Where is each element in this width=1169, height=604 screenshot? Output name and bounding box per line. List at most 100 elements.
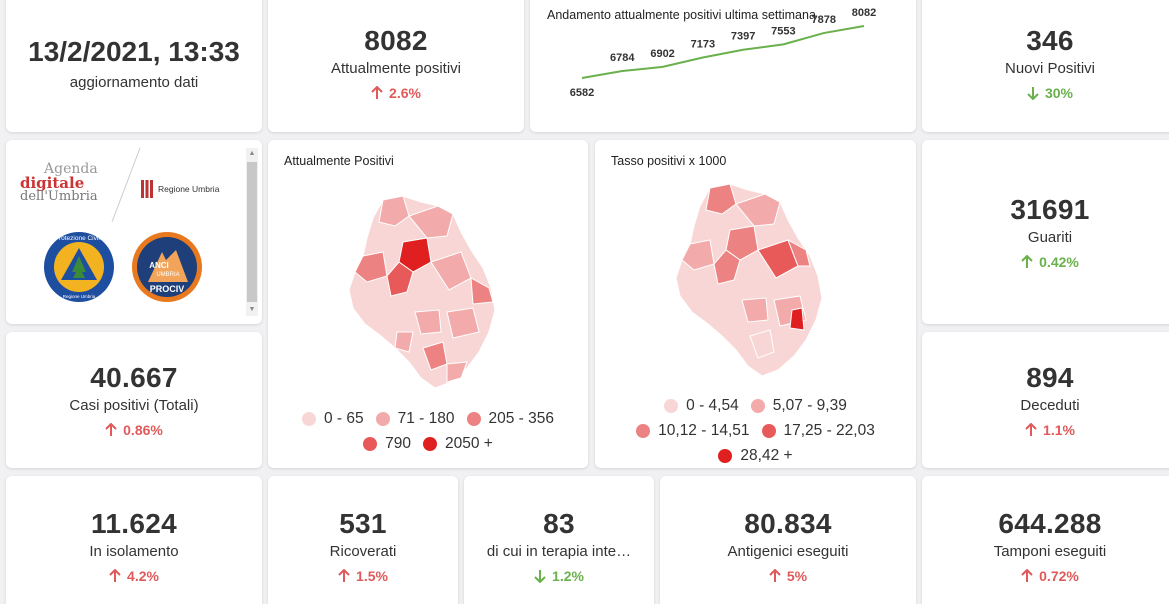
update-datetime: 13/2/2021, 13:33 [28, 35, 240, 67]
regione-umbria-text: Regione Umbria [158, 184, 220, 194]
legend-swatch [466, 412, 481, 426]
attualmente-positivi-change: 2.6% [371, 85, 421, 101]
anci-line1: ANCI [149, 261, 169, 270]
legend-swatch [301, 412, 316, 426]
protezione-text: Protezione Civile [55, 235, 104, 242]
isolamento-label: In isolamento [89, 542, 179, 560]
nuovi-positivi-label: Nuovi Positivi [1004, 59, 1096, 77]
legend-label: 5,07 - 9,39 [772, 397, 847, 414]
legend-label: 10,12 - 14,51 [658, 422, 750, 439]
legend-swatch [375, 412, 390, 426]
trend-data-label: 7397 [731, 31, 755, 43]
trend-title: Andamento attualmente positivi ultima se… [547, 8, 816, 22]
map-tasso-positivi-card[interactable]: Tasso positivi x 1000 0 - 4,54 5,07 - 9,3… [595, 140, 916, 468]
casi-totali-value: 40.667 [90, 362, 178, 394]
legend-swatch [718, 449, 733, 463]
map2-title: Tasso positivi x 1000 [611, 154, 727, 168]
tamponi-value: 644.288 [998, 508, 1102, 540]
nuovi-positivi-change: 30% [1027, 85, 1073, 101]
protezione-civile-logo: Protezione Civile Regione Umbria [44, 232, 114, 302]
ricoverati-label: Ricoverati [329, 542, 397, 560]
tamponi-change-value: 0.72% [1039, 567, 1079, 584]
arrow-up-icon [338, 568, 350, 582]
trend-data-label: 8082 [852, 7, 876, 19]
deceduti-value: 894 [1026, 362, 1074, 394]
isolamento-change-value: 4.2% [127, 567, 159, 584]
umbria-map-tasso[interactable] [670, 180, 840, 380]
map2-legend-item: 17,25 - 22,03 [761, 420, 875, 442]
ricoverati-card[interactable]: 531 Ricoverati 1.5% [268, 476, 458, 604]
logo-divider [111, 147, 141, 223]
attualmente-positivi-change-value: 2.6% [389, 84, 421, 101]
guariti-card[interactable]: 31691 Guariti 0.42% [922, 140, 1169, 324]
deceduti-label: Deceduti [1020, 396, 1080, 414]
legend-label: 790 [385, 435, 412, 452]
update-card: 13/2/2021, 13:33 aggiornamento dati [6, 0, 262, 132]
scroll-up-icon[interactable]: ▲ [248, 150, 256, 157]
attualmente-positivi-card[interactable]: 8082 Attualmente positivi 2.6% [268, 0, 524, 132]
legend-swatch [423, 437, 438, 451]
logos-scrollbar[interactable]: ▲ ▼ [246, 148, 258, 316]
antigenici-change: 5% [769, 568, 807, 584]
legend-swatch [761, 424, 776, 438]
antigenici-change-value: 5% [786, 567, 808, 584]
attualmente-positivi-value: 8082 [364, 25, 428, 57]
legend-swatch [750, 399, 765, 413]
trend-data-label: 7173 [691, 39, 715, 51]
trend-data-label: 6784 [610, 52, 635, 64]
map2-legend-item: 10,12 - 14,51 [636, 420, 750, 442]
map1-legend-item: 0 - 65 [301, 408, 364, 430]
tamponi-card[interactable]: 644.288 Tamponi eseguiti 0.72% [922, 476, 1169, 604]
casi-totali-change-value: 0.86% [123, 421, 163, 438]
guariti-value: 31691 [1010, 194, 1090, 226]
antigenici-value: 80.834 [744, 508, 832, 540]
tamponi-change: 0.72% [1021, 568, 1079, 584]
scrollbar-thumb[interactable] [247, 162, 257, 302]
casi-totali-label: Casi positivi (Totali) [69, 396, 199, 414]
trend-data-label: 7878 [811, 14, 835, 26]
arrow-up-icon [1021, 568, 1033, 582]
arrow-up-icon [109, 568, 121, 582]
nuovi-positivi-change-value: 30% [1044, 84, 1074, 101]
nuovi-positivi-card[interactable]: 346 Nuovi Positivi 30% [922, 0, 1169, 132]
ricoverati-value: 531 [339, 508, 387, 540]
legend-swatch [363, 437, 378, 451]
ricoverati-change: 1.5% [338, 568, 388, 584]
map2-legend-item: 0 - 4,54 [664, 395, 739, 417]
legend-label: 17,25 - 22,03 [783, 422, 875, 439]
regione-emblem-icon [141, 180, 153, 198]
agenda-digitale-logo: Agenda digitale dell'Umbria [20, 162, 120, 204]
terapia-intensiva-card[interactable]: 83 di cui in terapia inte… 1.2% [464, 476, 654, 604]
map2-legend-item: 28,42 + [718, 445, 793, 467]
isolamento-card[interactable]: 11.624 In isolamento 4.2% [6, 476, 262, 604]
legend-label: 0 - 4,54 [686, 397, 739, 414]
terapia-change-value: 1.2% [552, 567, 584, 584]
trend-series-line [581, 25, 865, 79]
arrow-down-icon [1027, 86, 1039, 100]
regione-umbria-logo: Regione Umbria [140, 178, 219, 200]
deceduti-change: 1.1% [1025, 422, 1075, 438]
map1-title: Attualmente Positivi [284, 154, 394, 168]
agenda-line3: dell'Umbria [20, 189, 98, 204]
update-label: aggiornamento dati [69, 73, 199, 91]
scroll-down-icon[interactable]: ▼ [248, 306, 256, 313]
map1-legend-item: 790 [363, 433, 411, 455]
trend-card[interactable]: Andamento attualmente positivi ultima se… [530, 0, 916, 132]
logos-card: Agenda digitale dell'Umbria Regione Umbr… [6, 140, 262, 324]
attualmente-positivi-label: Attualmente positivi [330, 59, 462, 77]
casi-totali-card[interactable]: 40.667 Casi positivi (Totali) 0.86% [6, 332, 262, 468]
anci-line3: PROCIV [150, 284, 185, 294]
trend-data-label: 6582 [570, 87, 594, 99]
trend-line-chart: 6582 6784 6902 7173 7397 7553 7878 8082 [570, 7, 876, 99]
agenda-line1: Agenda [44, 161, 98, 177]
trend-data-label: 6902 [650, 48, 674, 60]
map2-legend: 0 - 4,54 5,07 - 9,39 10,12 - 14,51 17,25 - … [595, 395, 916, 468]
deceduti-card[interactable]: 894 Deceduti 1.1% [922, 332, 1169, 468]
arrow-up-icon [769, 568, 781, 582]
map-attualmente-positivi-card[interactable]: Attualmente Positivi 0 - 65 71 - 180 205 -… [268, 140, 588, 468]
isolamento-value: 11.624 [91, 508, 177, 540]
antigenici-card[interactable]: 80.834 Antigenici eseguiti 5% [660, 476, 916, 604]
isolamento-change: 4.2% [109, 568, 159, 584]
anci-line2: UMBRIA [156, 272, 179, 278]
umbria-map-positivi[interactable] [343, 192, 513, 392]
